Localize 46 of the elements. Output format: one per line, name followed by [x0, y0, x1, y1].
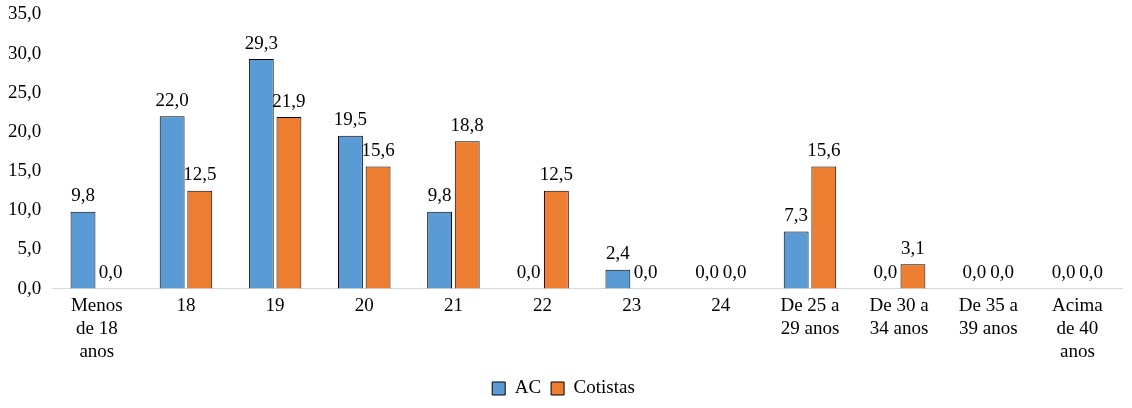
x-tick-label: 20 [354, 293, 374, 315]
data-label: 29,3 [244, 31, 278, 53]
data-label: 3,1 [901, 236, 925, 258]
data-label: 7,3 [784, 203, 809, 225]
y-tick-label: 25,0 [8, 80, 42, 102]
legend-label: AC [514, 376, 542, 398]
x-tick-label: Menos de 18 anos [70, 293, 123, 361]
data-label: 21,9 [272, 89, 306, 111]
data-label: 0,0 [633, 261, 658, 283]
data-label: 15,6 [807, 138, 841, 160]
y-tick-label: 5,0 [17, 237, 42, 259]
y-tick-label: 15,0 [8, 159, 42, 181]
data-label: 18,8 [450, 113, 484, 135]
x-tick-label: 18 [176, 293, 196, 315]
data-label: 15,6 [361, 138, 395, 160]
x-tick-label: De 35 a 39 anos [958, 293, 1019, 338]
x-tick-label: De 30 a 34 anos [869, 293, 930, 338]
x-tick-label: 24 [711, 293, 731, 315]
y-tick-label: 30,0 [8, 41, 42, 63]
data-label: 0,0 [962, 261, 987, 283]
data-label: 19,5 [333, 108, 368, 130]
y-tick-label: 10,0 [8, 198, 42, 220]
data-label: 0,0 [722, 261, 747, 283]
x-tick-label: 22 [533, 293, 553, 315]
y-tick-label: 0,0 [17, 276, 42, 298]
data-label: 0,0 [873, 261, 898, 283]
data-label: 2,4 [606, 242, 631, 264]
data-label: 0,0 [1079, 261, 1104, 283]
data-label: 12,5 [183, 163, 217, 185]
data-label: 0,0 [990, 261, 1014, 283]
legend-label: Cotistas [573, 376, 635, 398]
data-label: 9,8 [71, 184, 95, 206]
x-tick-label: 21 [443, 293, 463, 315]
x-tick-label: Acima de 40 anos [1052, 293, 1104, 361]
data-label: 22,0 [155, 88, 189, 110]
data-label: 9,8 [427, 184, 452, 206]
x-tick-label: 19 [265, 293, 285, 315]
y-tick-label: 20,0 [8, 119, 42, 141]
y-tick-label: 35,0 [8, 2, 42, 24]
data-label: 0,0 [1051, 261, 1076, 283]
data-label: 0,0 [98, 261, 123, 283]
data-label: 0,0 [695, 261, 719, 283]
x-tick-label: De 25 a 29 anos [780, 293, 841, 338]
data-label: 12,5 [539, 163, 573, 185]
x-tick-label: 23 [622, 293, 642, 315]
data-label: 0,0 [516, 261, 541, 283]
